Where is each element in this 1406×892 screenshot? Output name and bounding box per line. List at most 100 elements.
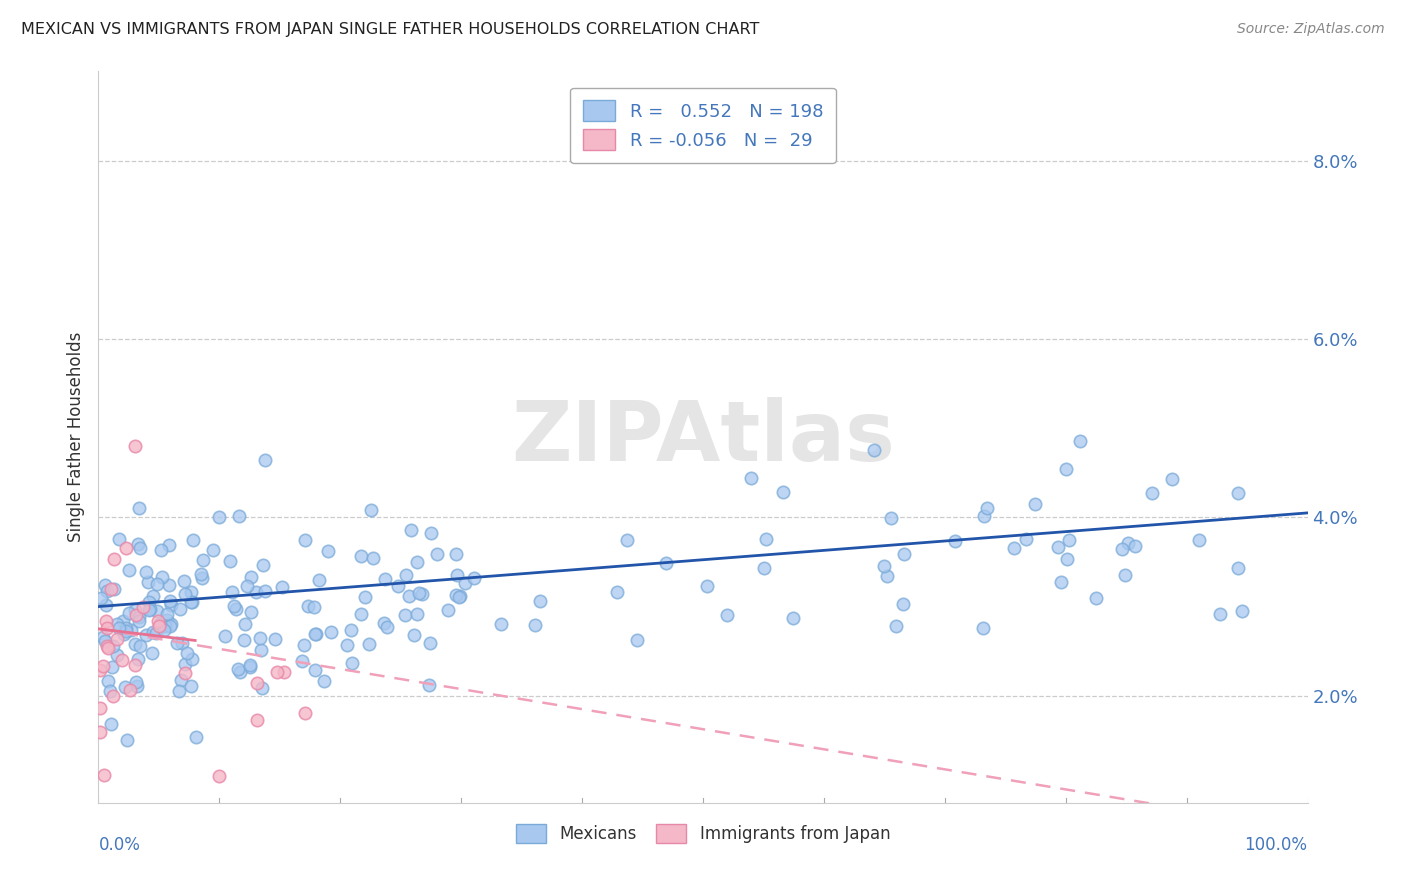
Point bbox=[142, 625, 165, 640]
Point bbox=[156, 613, 179, 627]
Point bbox=[174, 657, 197, 671]
Point bbox=[302, 600, 325, 615]
Point bbox=[1188, 533, 1211, 547]
Point bbox=[437, 603, 460, 617]
Point bbox=[115, 733, 138, 747]
Point bbox=[111, 615, 134, 629]
Point bbox=[893, 597, 915, 611]
Point bbox=[1002, 541, 1025, 556]
Point bbox=[184, 730, 207, 744]
Point bbox=[103, 582, 125, 597]
Point bbox=[319, 624, 342, 639]
Point bbox=[1140, 486, 1163, 500]
Point bbox=[127, 679, 149, 693]
Point bbox=[893, 547, 915, 561]
Point bbox=[118, 606, 141, 620]
Point bbox=[224, 599, 246, 614]
Point bbox=[245, 585, 267, 599]
Point bbox=[101, 659, 124, 673]
Point bbox=[166, 636, 188, 650]
Point bbox=[406, 555, 429, 569]
Point bbox=[449, 589, 471, 603]
Point bbox=[114, 541, 136, 556]
Point bbox=[363, 551, 385, 566]
Point bbox=[228, 509, 250, 524]
Point bbox=[128, 639, 150, 653]
Point bbox=[100, 582, 122, 597]
Point bbox=[1226, 561, 1249, 575]
Point bbox=[180, 679, 202, 693]
Point bbox=[124, 637, 146, 651]
Point bbox=[136, 574, 159, 589]
Point bbox=[93, 633, 115, 648]
Point bbox=[107, 632, 129, 647]
Point bbox=[141, 646, 163, 660]
Point bbox=[100, 683, 122, 698]
Point bbox=[146, 576, 169, 591]
Point bbox=[1230, 604, 1253, 618]
Point bbox=[100, 717, 122, 731]
Point bbox=[191, 571, 214, 585]
Point bbox=[402, 627, 425, 641]
Point bbox=[132, 600, 155, 615]
Point bbox=[156, 607, 179, 621]
Point bbox=[373, 616, 395, 631]
Point bbox=[349, 607, 371, 621]
Point bbox=[145, 625, 167, 640]
Legend: Mexicans, Immigrants from Japan: Mexicans, Immigrants from Japan bbox=[506, 814, 900, 853]
Point bbox=[339, 624, 361, 638]
Point bbox=[399, 523, 422, 537]
Point bbox=[114, 621, 136, 635]
Point bbox=[103, 552, 125, 566]
Point bbox=[616, 533, 638, 547]
Point bbox=[453, 576, 475, 591]
Point bbox=[219, 554, 242, 568]
Point bbox=[1049, 575, 1071, 590]
Point bbox=[96, 614, 118, 628]
Point bbox=[447, 591, 470, 605]
Point bbox=[111, 653, 134, 667]
Point bbox=[1123, 539, 1146, 553]
Point bbox=[246, 675, 269, 690]
Point bbox=[405, 607, 427, 621]
Point bbox=[489, 617, 512, 632]
Point bbox=[221, 585, 243, 599]
Point bbox=[138, 595, 160, 609]
Point bbox=[135, 628, 157, 642]
Point bbox=[752, 561, 775, 575]
Point bbox=[1111, 541, 1133, 556]
Text: Source: ZipAtlas.com: Source: ZipAtlas.com bbox=[1237, 22, 1385, 37]
Point bbox=[312, 674, 335, 689]
Point bbox=[112, 627, 135, 641]
Point bbox=[208, 510, 231, 524]
Point bbox=[250, 681, 273, 696]
Point bbox=[93, 768, 115, 782]
Point bbox=[173, 587, 195, 601]
Point bbox=[128, 609, 150, 624]
Point bbox=[90, 591, 112, 606]
Point bbox=[129, 541, 152, 555]
Point bbox=[411, 587, 433, 601]
Point bbox=[149, 542, 172, 557]
Point bbox=[96, 639, 118, 653]
Point bbox=[1046, 540, 1069, 554]
Point bbox=[305, 627, 328, 641]
Point bbox=[270, 580, 292, 594]
Point bbox=[444, 547, 467, 561]
Point bbox=[191, 553, 214, 567]
Point bbox=[349, 549, 371, 563]
Point bbox=[159, 617, 181, 632]
Point bbox=[89, 664, 111, 678]
Point bbox=[127, 537, 149, 551]
Point bbox=[128, 614, 150, 628]
Point bbox=[176, 646, 198, 660]
Point bbox=[108, 532, 131, 546]
Point bbox=[297, 599, 319, 613]
Point bbox=[408, 586, 430, 600]
Point bbox=[180, 585, 202, 599]
Point bbox=[1015, 532, 1038, 546]
Point bbox=[304, 627, 326, 641]
Point bbox=[142, 589, 165, 603]
Point bbox=[1160, 472, 1182, 486]
Point bbox=[233, 617, 256, 632]
